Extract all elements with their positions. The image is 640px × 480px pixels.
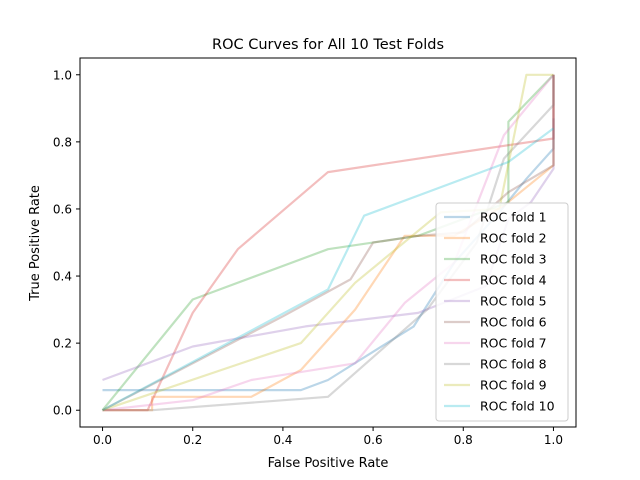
- ticks-layer: 0.0 0.2 0.4 0.6 0.8 1.0 0.0 0.2 0.4 0.6 0.8 1.0: [53, 68, 563, 447]
- chart-title: ROC Curves for All 10 Test Folds: [212, 37, 444, 53]
- roc-curve-fold-10: [101, 127, 555, 412]
- legend-label-fold-6: ROC fold 6: [480, 315, 547, 330]
- y-axis-label: True Positive Rate: [28, 185, 43, 302]
- legend-label-fold-5: ROC fold 5: [480, 294, 547, 309]
- x-tick-label: 0.8: [454, 433, 473, 447]
- legend-label-fold-9: ROC fold 9: [480, 378, 547, 393]
- roc-curve-fold-2: [102, 74, 555, 412]
- legend-label-fold-4: ROC fold 4: [480, 273, 547, 288]
- legend: ROC fold 1 ROC fold 2 ROC fold 3 ROC fold 4…: [435, 202, 569, 422]
- legend-label-fold-10: ROC fold 10: [480, 399, 555, 414]
- roc-curve-fold-4: [102, 74, 555, 412]
- roc-curve-fold-6: [101, 74, 555, 412]
- y-tick-label: 0.2: [53, 337, 72, 351]
- legend-label-fold-1: ROC fold 1: [480, 210, 547, 225]
- y-tick-label: 0.0: [53, 404, 72, 418]
- x-tick-label: 0.0: [93, 433, 112, 447]
- legend-label-fold-8: ROC fold 8: [480, 357, 547, 372]
- plot-area-frame: [79, 57, 577, 428]
- x-tick-label: 1.0: [544, 433, 563, 447]
- y-tick-label: 0.8: [53, 135, 72, 149]
- y-tick-label: 0.4: [53, 270, 72, 284]
- x-axis-label: False Positive Rate: [268, 456, 389, 471]
- legend-label-fold-2: ROC fold 2: [480, 231, 547, 246]
- x-tick-label: 0.2: [183, 433, 202, 447]
- x-tick-label: 0.6: [364, 433, 383, 447]
- roc-curve-fold-7: [102, 74, 555, 412]
- legend-label-fold-3: ROC fold 3: [480, 252, 547, 267]
- y-tick-label: 0.6: [53, 202, 72, 216]
- legend-label-fold-7: ROC fold 7: [480, 336, 547, 351]
- legend-box: [435, 202, 569, 422]
- x-tick-label: 0.4: [273, 433, 292, 447]
- y-tick-label: 1.0: [53, 68, 72, 82]
